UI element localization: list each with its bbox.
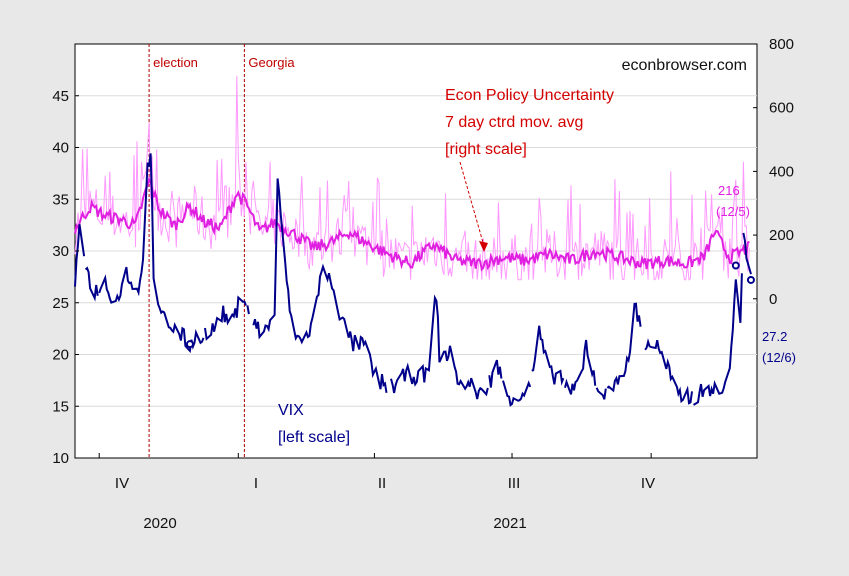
right-axis-tick-label: 0	[769, 291, 777, 308]
vix-annotation-line: VIX	[278, 402, 304, 419]
vix-line	[74, 153, 752, 407]
vix-last-date: (12/6)	[762, 350, 796, 365]
vix-line-segment	[595, 387, 607, 400]
year-label: 2021	[493, 515, 526, 532]
left-axis-tick-label: 40	[52, 140, 69, 157]
vix-line-segment	[692, 273, 743, 406]
vix-line-segment	[98, 153, 205, 354]
vix-line-segment	[246, 305, 250, 315]
right-axis-tick-label: 800	[769, 36, 794, 53]
vix-line-segment	[742, 232, 752, 275]
left-axis-tick-label: 20	[52, 347, 69, 364]
vix-point-marker	[731, 261, 740, 270]
vix-annotation-line: [left scale]	[278, 429, 350, 446]
left-axis-tick-label: 10	[52, 450, 69, 467]
epu-arrow-head	[479, 241, 488, 252]
left-axis-tick-label: 15	[52, 398, 69, 415]
vix-point-marker	[746, 275, 755, 284]
year-label: 2020	[143, 515, 176, 532]
quarter-label: III	[508, 475, 521, 492]
quarter-label: I	[254, 475, 258, 492]
right-axis-tick-label: 200	[769, 227, 794, 244]
vix-line-segment	[84, 266, 99, 302]
vix-last-value: 27.2	[762, 329, 787, 344]
left-axis-tick-label: 35	[52, 191, 69, 208]
epu-moving-average-line	[74, 176, 750, 272]
left-axis-tick-label: 30	[52, 243, 69, 260]
epu-annotation-arrow	[459, 161, 485, 247]
left-axis-tick-label: 25	[52, 295, 69, 312]
vix-line-segment	[606, 302, 642, 393]
vix-line-segment	[488, 359, 503, 388]
event-label-georgia: Georgia	[248, 55, 295, 70]
vix-point-marker	[185, 340, 194, 349]
vix-line-segment	[644, 338, 693, 405]
vix-line-segment	[564, 339, 597, 395]
right-axis-tick-label: 400	[769, 163, 794, 180]
epu-last-value: 216	[718, 183, 740, 198]
epu-annotation-line: Econ Policy Uncertainty	[445, 87, 614, 104]
left-axis-tick-label: 45	[52, 88, 69, 105]
watermark-text: econbrowser.com	[622, 57, 747, 74]
epu-annotation-line: 7 day ctrd mov. avg	[445, 114, 583, 131]
right-axis-tick-label: 600	[769, 100, 794, 117]
vix-line-segment	[252, 178, 388, 393]
epu-annotation-line: [right scale]	[445, 141, 527, 158]
vix-line-segment	[531, 325, 565, 386]
quarter-label: IV	[641, 475, 655, 492]
vix-line-segment	[390, 294, 489, 400]
vix-line-segment	[74, 224, 86, 287]
vix-line-segment	[204, 295, 247, 341]
epu-last-date: (12/5)	[716, 204, 750, 219]
event-label-election: election	[153, 55, 198, 70]
vix-line-segment	[502, 380, 532, 407]
quarter-label: II	[378, 475, 386, 492]
quarter-label: IV	[115, 475, 129, 492]
